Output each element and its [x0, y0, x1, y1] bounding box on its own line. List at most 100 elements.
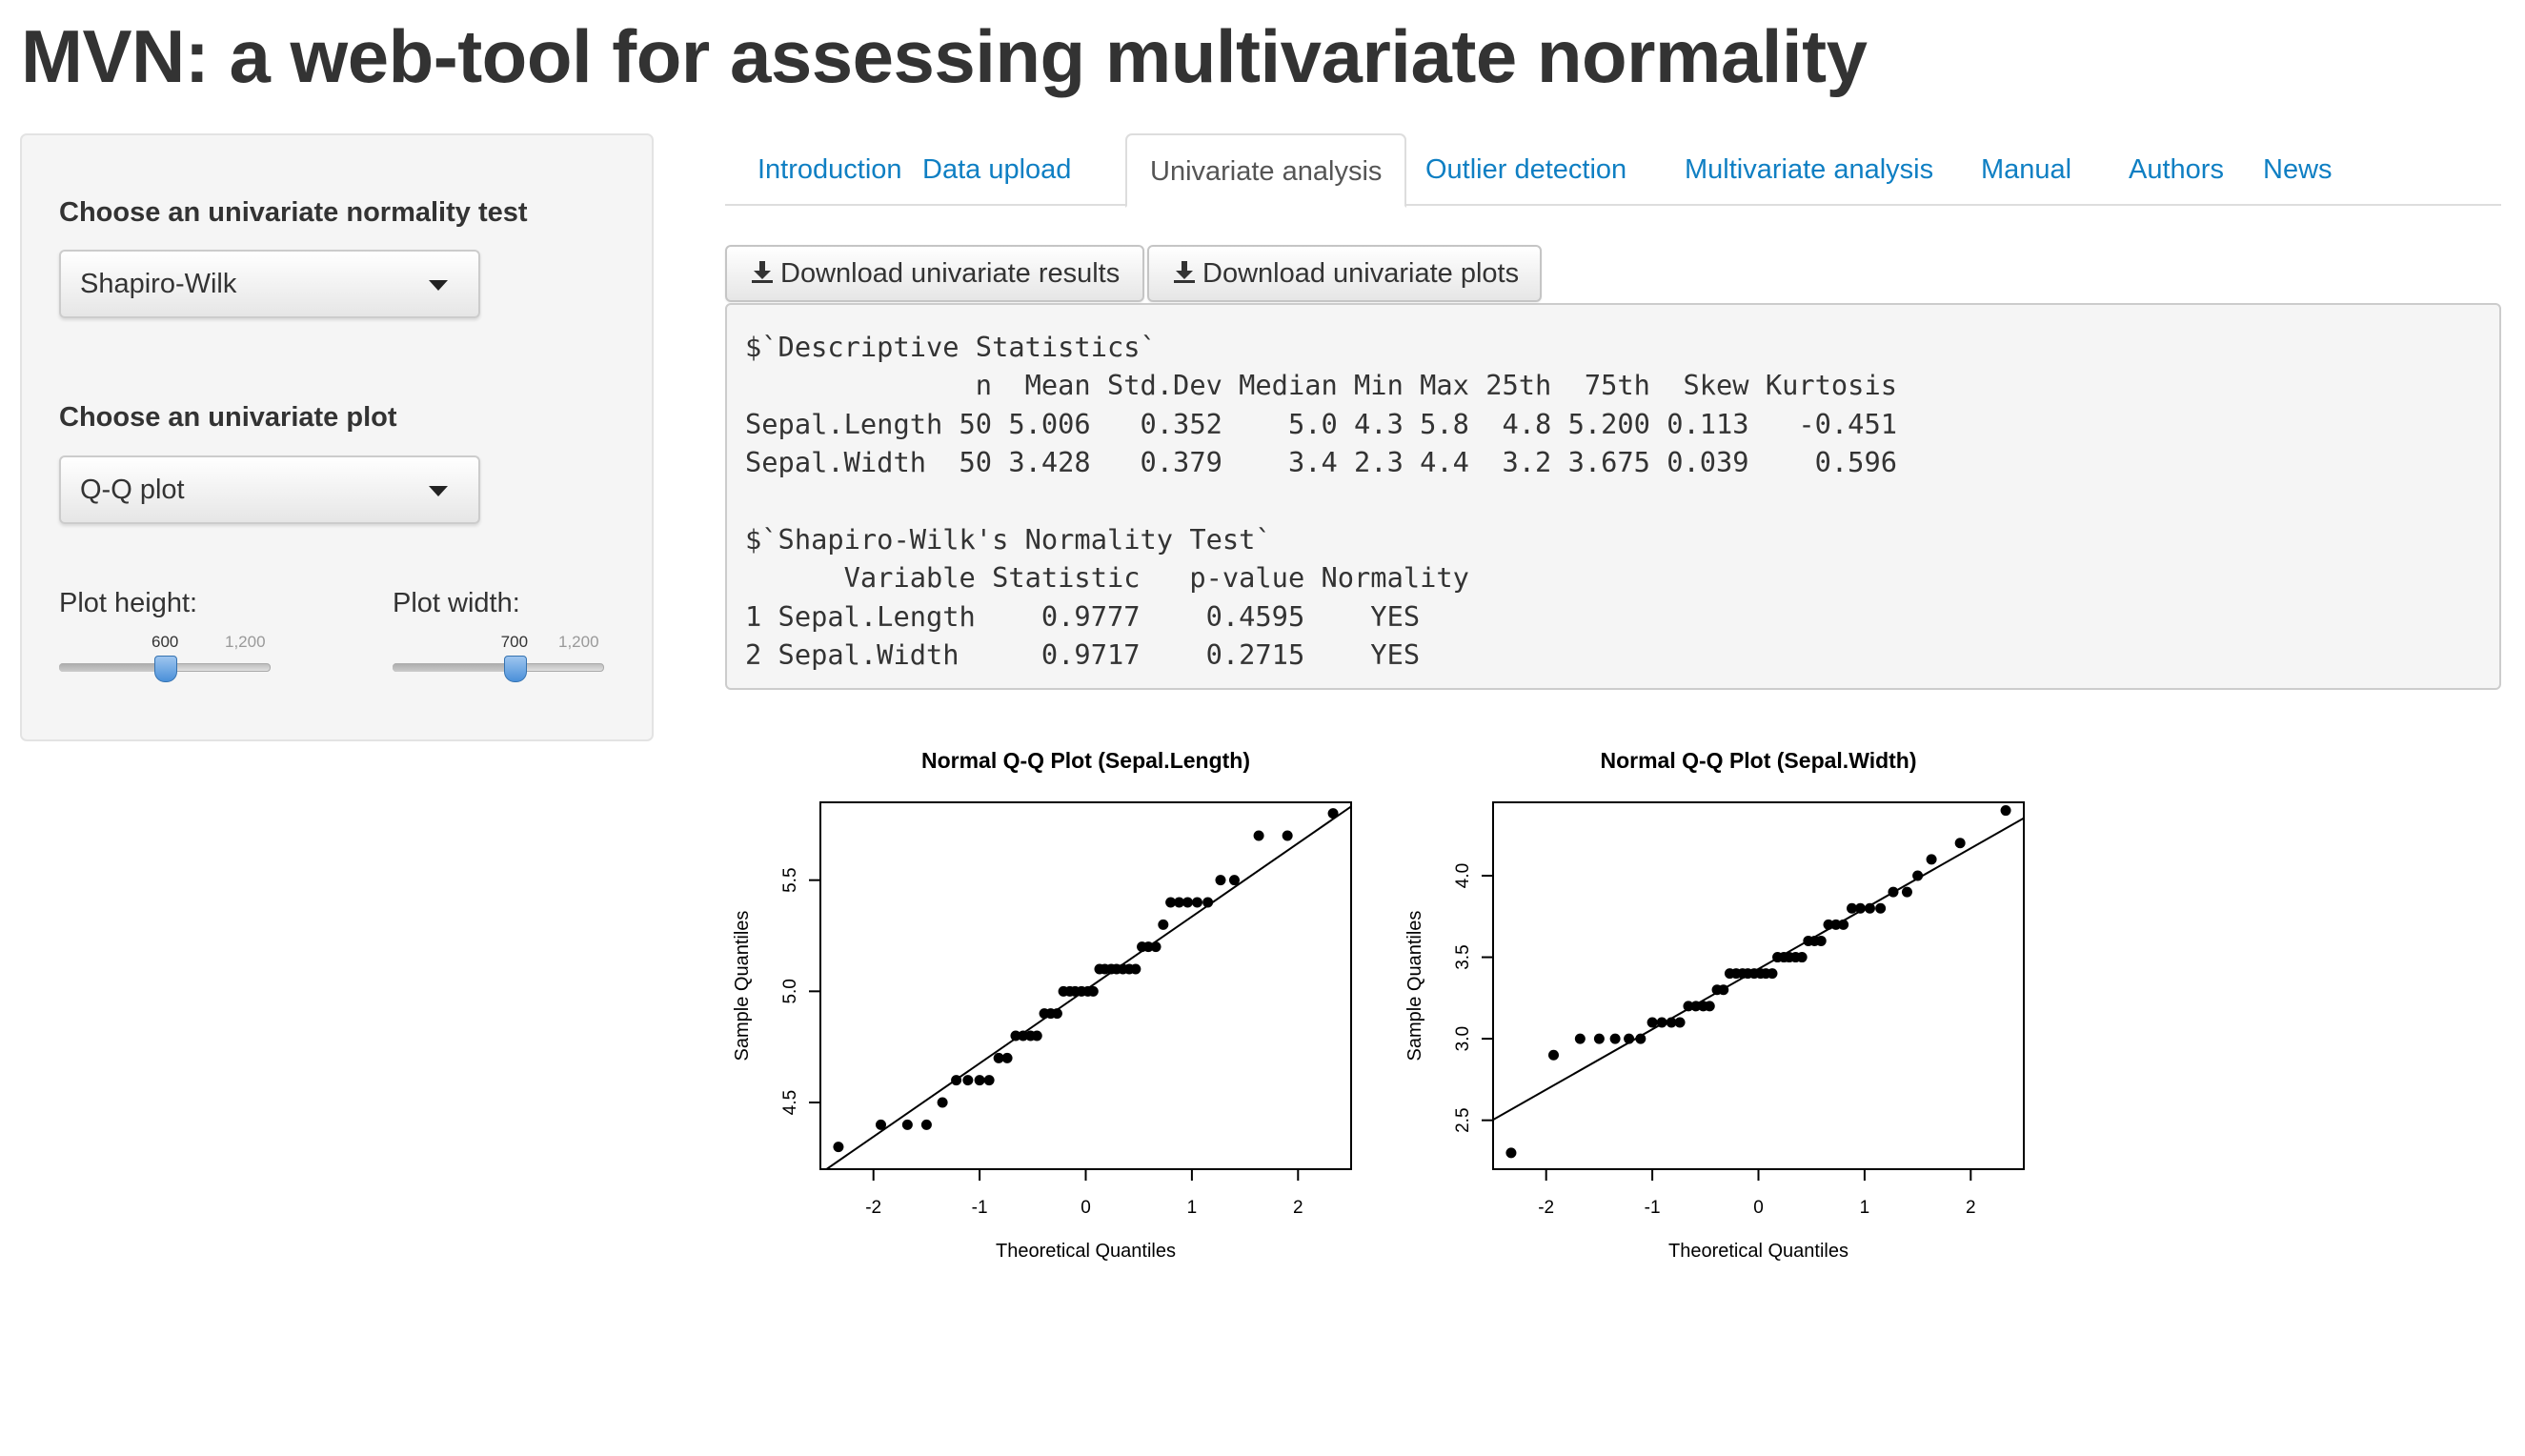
download-plots-label: Download univariate plots — [1202, 258, 1520, 289]
qq-point — [993, 1052, 1004, 1063]
tab-data-upload[interactable]: Data upload — [922, 154, 1072, 185]
qq-point — [1215, 875, 1226, 886]
qq-point — [1327, 808, 1339, 819]
univariate-results-output: $`Descriptive Statistics` n Mean Std.Dev… — [725, 303, 2501, 690]
qq-point — [1796, 952, 1808, 963]
qq-point — [1051, 1008, 1062, 1020]
qq-point — [1718, 984, 1729, 996]
qq-point — [1174, 897, 1185, 908]
output-line: n Mean Std.Dev Median Min Max 25th 75th … — [745, 369, 1897, 402]
qq-point — [1847, 902, 1858, 914]
qq-point — [1635, 1033, 1646, 1044]
y-axis-label: Sample Quantiles — [1404, 911, 1425, 1062]
qq-point — [1158, 919, 1169, 930]
plot-frame — [1492, 801, 2025, 1170]
qq-point — [1912, 870, 1924, 881]
y-tick-label: 5.0 — [780, 979, 800, 1003]
qq-point — [937, 1097, 948, 1108]
output-line: 2 Sepal.Width 0.9717 0.2715 YES — [745, 638, 1421, 672]
qq-point — [833, 1142, 844, 1153]
plot-width-label: Plot width: — [393, 588, 520, 618]
normality-test-select[interactable]: Shapiro-Wilk — [59, 250, 480, 318]
qq-point — [1888, 886, 1899, 898]
qq-point — [1202, 897, 1214, 908]
qq-point — [1130, 963, 1141, 975]
download-results-button[interactable]: Download univariate results — [725, 245, 1144, 302]
qq-point — [951, 1075, 962, 1086]
x-tick-label: 2 — [1293, 1198, 1303, 1218]
y-tick-label: 4.0 — [1453, 863, 1473, 888]
plot-width-slider[interactable]: 700 1,200 — [393, 633, 604, 682]
slider-max-label: 1,200 — [225, 633, 266, 651]
plot-select-label: Choose an univariate plot — [59, 402, 397, 433]
tab-authors[interactable]: Authors — [2129, 154, 2224, 185]
results-text: $`Descriptive Statistics` n Mean Std.Dev… — [745, 328, 1897, 675]
qq-point — [1282, 830, 1293, 841]
qq-point — [962, 1075, 974, 1086]
download-icon — [752, 261, 773, 284]
plot-height-slider[interactable]: 600 1,200 — [59, 633, 271, 682]
qq-point — [1704, 1001, 1715, 1012]
qq-point — [1683, 1001, 1694, 1012]
qq-point — [1182, 897, 1193, 908]
slider-value: 600 — [152, 633, 179, 651]
univariate-plot-select[interactable]: Q-Q plot — [59, 455, 480, 524]
tab-news[interactable]: News — [2263, 154, 2333, 185]
output-line: Sepal.Width 50 3.428 0.379 3.4 2.3 4.4 3… — [745, 446, 1897, 479]
qq-point — [1574, 1033, 1586, 1044]
qq-point — [1901, 886, 1912, 898]
qq-point — [1815, 935, 1827, 946]
tab-univariate-analysis[interactable]: Univariate analysis — [1125, 133, 1407, 208]
normality-test-value: Shapiro-Wilk — [80, 269, 237, 299]
tab-introduction[interactable]: Introduction — [758, 154, 902, 185]
qq-point — [1926, 854, 1937, 865]
x-tick-label: -1 — [1645, 1198, 1661, 1218]
qq-point — [1854, 902, 1866, 914]
chart-title: Normal Q-Q Plot (Sepal.Width) — [1600, 748, 1916, 773]
y-tick-label: 5.5 — [780, 867, 800, 892]
qq-point — [901, 1119, 913, 1130]
qq-point — [974, 1075, 985, 1086]
qq-point — [1165, 897, 1177, 908]
qq-point — [1656, 1017, 1667, 1028]
qq-point — [1010, 1030, 1021, 1041]
x-tick-label: -2 — [1538, 1198, 1554, 1218]
qq-point — [1547, 1049, 1559, 1061]
qq-point — [1505, 1147, 1517, 1159]
slider-fill — [59, 663, 165, 672]
qq-point — [1666, 1017, 1677, 1028]
qq-point — [1593, 1033, 1605, 1044]
download-plots-button[interactable]: Download univariate plots — [1147, 245, 1542, 302]
qq-point — [1864, 902, 1875, 914]
y-axis-label: Sample Quantiles — [732, 911, 753, 1062]
qq-point — [1191, 897, 1202, 908]
slider-handle[interactable] — [503, 656, 527, 682]
y-tick-label: 4.5 — [780, 1090, 800, 1115]
qq-point — [1142, 941, 1154, 953]
x-tick-label: 0 — [1081, 1198, 1091, 1218]
tab-outlier-detection[interactable]: Outlier detection — [1425, 154, 1627, 185]
x-tick-label: 1 — [1860, 1198, 1870, 1218]
qq-point — [1228, 875, 1240, 886]
qq-point — [920, 1119, 932, 1130]
chart-title: Normal Q-Q Plot (Sepal.Length) — [921, 748, 1250, 773]
output-line: $`Shapiro-Wilk's Normality Test` — [745, 523, 1272, 556]
qq-point — [1875, 902, 1887, 914]
tab-manual[interactable]: Manual — [1981, 154, 2072, 185]
tab-multivariate-analysis[interactable]: Multivariate analysis — [1685, 154, 1934, 185]
test-select-label: Choose an univariate normality test — [59, 197, 528, 228]
tab-bar: Introduction Data upload Univariate anal… — [725, 133, 2501, 208]
x-tick-label: 2 — [1966, 1198, 1976, 1218]
qq-point — [1830, 919, 1842, 930]
qq-point — [1954, 838, 1966, 849]
plot-height-label: Plot height: — [59, 588, 198, 618]
qq-point — [1823, 919, 1834, 930]
qq-point — [983, 1075, 995, 1086]
qq-point — [1031, 1030, 1042, 1041]
qq-plots-svg: Normal Q-Q Plot (Sepal.Length) -2 -1 0 1 2 4.5… — [732, 748, 2025, 1262]
slider-handle[interactable] — [154, 656, 177, 682]
qq-point — [1018, 1030, 1029, 1041]
download-icon — [1174, 261, 1195, 284]
slider-value: 700 — [500, 633, 529, 651]
chevron-down-icon — [429, 280, 448, 291]
